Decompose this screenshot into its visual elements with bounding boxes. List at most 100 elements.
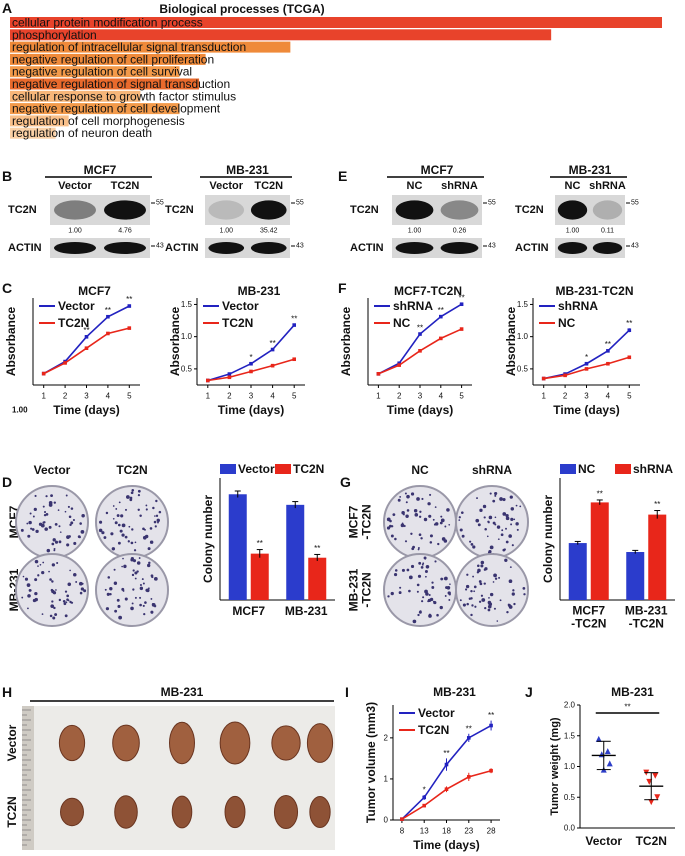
point bbox=[206, 378, 210, 383]
blot-band bbox=[395, 200, 434, 220]
x-tick-label: 3 bbox=[418, 392, 423, 401]
panel-letter: E bbox=[338, 168, 347, 184]
colony bbox=[421, 497, 424, 501]
band-quant: 1.00 bbox=[219, 228, 233, 235]
colony bbox=[131, 602, 134, 605]
significance: ** bbox=[417, 323, 423, 332]
colony bbox=[139, 514, 142, 517]
significance: ** bbox=[597, 489, 603, 498]
colony bbox=[478, 580, 482, 583]
colony bbox=[477, 523, 481, 527]
y-axis-label: Colony number bbox=[541, 495, 555, 583]
y-axis-label: Colony number bbox=[201, 495, 215, 583]
chart-title: MB-231 bbox=[238, 284, 281, 298]
colony bbox=[110, 532, 114, 536]
colony bbox=[124, 508, 128, 511]
colony bbox=[419, 610, 422, 613]
y-tick-label: 2 bbox=[384, 733, 389, 742]
band-quant: 1.00 bbox=[68, 228, 82, 235]
y-tick-label: 1.5 bbox=[181, 300, 193, 309]
colony bbox=[406, 568, 410, 572]
colony bbox=[41, 613, 44, 615]
blot-row-label: ACTIN bbox=[515, 242, 549, 254]
colony bbox=[422, 596, 425, 599]
colony bbox=[505, 514, 509, 518]
colony bbox=[473, 590, 476, 593]
dish bbox=[95, 553, 169, 627]
colony bbox=[75, 580, 78, 583]
x-tick-label: 4 bbox=[270, 392, 275, 401]
point bbox=[397, 363, 401, 367]
tumor bbox=[219, 721, 251, 765]
y-tick-label: 1.0 bbox=[564, 762, 576, 771]
colony bbox=[421, 563, 424, 566]
colony bbox=[419, 510, 422, 513]
colony bbox=[413, 509, 418, 513]
colony bbox=[57, 509, 60, 511]
marker-label: 43 bbox=[156, 243, 164, 250]
colony bbox=[131, 488, 135, 492]
dish-column-label: TC2N bbox=[116, 463, 147, 477]
colony bbox=[54, 613, 58, 617]
panel-letter: I bbox=[345, 684, 349, 700]
colony bbox=[73, 572, 77, 577]
y-tick-label: 1 bbox=[384, 774, 389, 783]
point bbox=[459, 327, 464, 331]
colony bbox=[482, 504, 487, 509]
colony bbox=[494, 494, 497, 497]
colony bbox=[27, 594, 31, 598]
blot-band bbox=[104, 242, 146, 254]
colony bbox=[130, 606, 134, 611]
colony bbox=[459, 599, 462, 602]
colony bbox=[118, 615, 123, 620]
colony bbox=[492, 581, 495, 583]
colony bbox=[465, 588, 468, 591]
x-tick-label: 3 bbox=[84, 392, 89, 401]
point bbox=[106, 314, 110, 319]
colony bbox=[440, 518, 445, 523]
colony bbox=[484, 607, 487, 610]
colony bbox=[480, 594, 484, 597]
colony bbox=[52, 616, 56, 620]
colony bbox=[34, 578, 38, 582]
colony bbox=[424, 569, 428, 573]
colony bbox=[138, 557, 141, 559]
significance: ** bbox=[466, 724, 472, 733]
colony bbox=[50, 604, 55, 609]
bar bbox=[10, 41, 291, 53]
bar bbox=[10, 78, 200, 90]
point bbox=[654, 794, 661, 801]
colony bbox=[52, 538, 56, 542]
legend-label: TC2N bbox=[58, 316, 89, 330]
colony bbox=[446, 585, 451, 590]
colony bbox=[478, 600, 482, 603]
colony bbox=[513, 602, 516, 606]
colony bbox=[496, 525, 501, 529]
colony bbox=[58, 525, 61, 528]
point bbox=[466, 775, 471, 779]
colony bbox=[523, 593, 526, 596]
colony bbox=[152, 506, 155, 510]
dish-column-label: Vector bbox=[34, 463, 71, 477]
colony bbox=[131, 573, 135, 577]
colony bbox=[22, 575, 25, 578]
colony bbox=[101, 531, 105, 535]
colony bbox=[392, 513, 396, 517]
x-tick-label: MB-231 bbox=[285, 604, 328, 618]
colony bbox=[113, 581, 118, 585]
panel-letter: J bbox=[525, 684, 533, 700]
colony bbox=[476, 571, 480, 574]
blot-title: MCF7 bbox=[421, 163, 454, 177]
colony bbox=[479, 508, 483, 512]
colony bbox=[510, 507, 515, 511]
legend-label: NC bbox=[393, 316, 411, 330]
colony bbox=[461, 534, 465, 538]
blot-band bbox=[592, 242, 623, 254]
y-axis-label: Tumor volume (mm3) bbox=[364, 702, 378, 823]
colony bbox=[62, 599, 66, 603]
bar-label: negative regulation of signal transducti… bbox=[12, 77, 230, 91]
point bbox=[489, 768, 493, 773]
colony bbox=[472, 575, 475, 578]
x-axis-label: Time (days) bbox=[413, 838, 479, 852]
colony bbox=[481, 598, 486, 602]
